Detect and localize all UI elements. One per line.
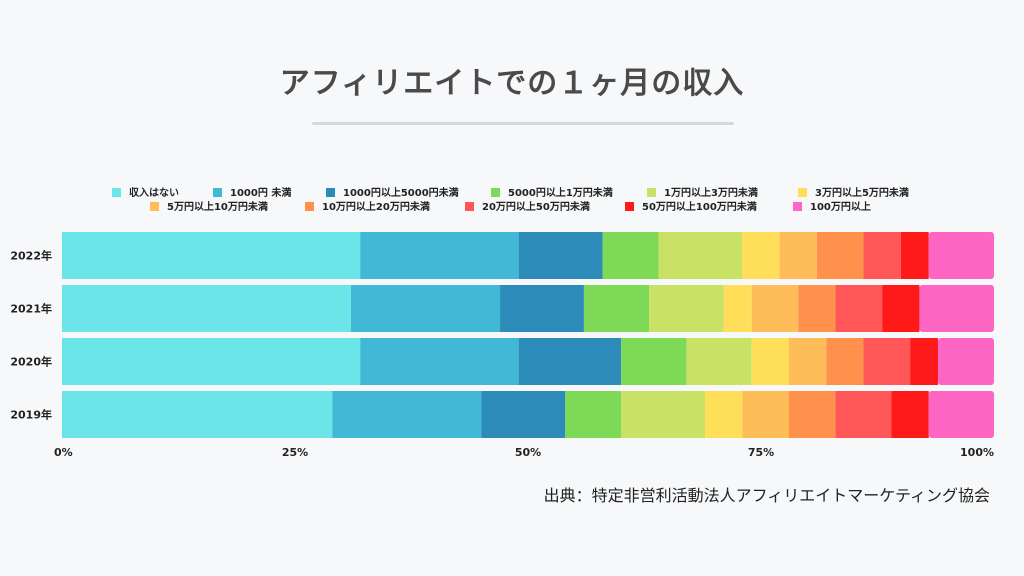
bar-segment [788,338,827,385]
bar-segment [938,338,994,385]
legend-swatch [213,188,222,197]
bar-segment [500,285,584,332]
bar-segment [863,338,911,385]
chart-title: アフィリエイトでの１ヶ月の収入 [279,66,745,101]
legend-swatch [150,202,159,211]
bar-segment [882,285,920,332]
bar-segment [518,338,622,385]
x-tick-label: 75% [748,446,774,459]
bar-segment [723,285,752,332]
legend-swatch [305,202,314,211]
bar-segment [742,391,789,438]
x-tick-label: 25% [282,446,308,459]
legend-label: 5000円以上1万円未満 [508,186,613,199]
bar-segment [518,232,603,279]
legend-swatch [625,202,634,211]
legend-swatch [491,188,500,197]
bar-segment [481,391,566,438]
legend-swatch [647,188,656,197]
legend-swatch [112,188,121,197]
bar-segment [602,232,659,279]
x-tick-label: 50% [515,446,541,459]
legend-label: 1000円 未満 [230,186,291,199]
bar-segment [826,338,864,385]
x-tick-label: 100% [960,446,994,459]
y-tick-label: 2020年 [10,355,52,369]
legend-label: 10万円以上20万円未満 [322,200,430,213]
legend-label: 収入はない [129,187,179,199]
legend-swatch [465,202,474,211]
bar-segment [62,285,351,332]
bar-segment [621,338,687,385]
bar-segment [779,232,817,279]
legend-label: 1000円以上5000円未満 [343,186,459,199]
bar-segment [751,338,789,385]
bar-segment [621,391,706,438]
bar-segment [742,232,780,279]
bar-segment [350,285,501,332]
bar-segment [62,338,361,385]
bar-segment [910,338,939,385]
bar-segment [565,391,622,438]
bar-segment [900,232,929,279]
bar-segment [705,391,743,438]
source-note: 出典：特定非営利活動法人アフィリエイトマーケティング協会 [543,486,990,505]
legend-swatch [326,188,335,197]
legend-swatch [793,202,802,211]
legend-swatch [798,188,807,197]
bar-segment [649,285,724,332]
bar-segment [835,285,883,332]
legend-label: 1万円以上3万円未満 [664,186,758,199]
bar-segment [816,232,864,279]
y-tick-label: 2021年 [10,302,52,316]
bar-segment [919,285,994,332]
bar-segment [863,232,901,279]
legend-label: 20万円以上50万円未満 [482,200,590,213]
bar-segment [835,391,892,438]
bar-segment [751,285,799,332]
legend-label: 5万円以上10万円未満 [167,200,268,213]
bar-segment [360,232,519,279]
bar-segment [360,338,519,385]
bar-segment [583,285,650,332]
bar-segment [928,232,994,279]
y-tick-label: 2022年 [10,249,52,263]
legend-label: 50万円以上100万円未満 [642,200,757,213]
title-underline [312,122,734,125]
bar-segment [62,391,333,438]
bar-segment [788,391,836,438]
legend-label: 3万円以上5万円未満 [815,186,909,199]
bar-segment [658,232,743,279]
bar-segment [891,391,929,438]
legend-label: 100万円以上 [810,200,871,213]
bar-segment [798,285,836,332]
bar-segment [62,232,361,279]
y-tick-label: 2019年 [10,408,52,422]
bar-segment [332,391,482,438]
x-tick-label: 0% [54,446,73,459]
bar-segment [928,391,994,438]
bar-segment [686,338,752,385]
